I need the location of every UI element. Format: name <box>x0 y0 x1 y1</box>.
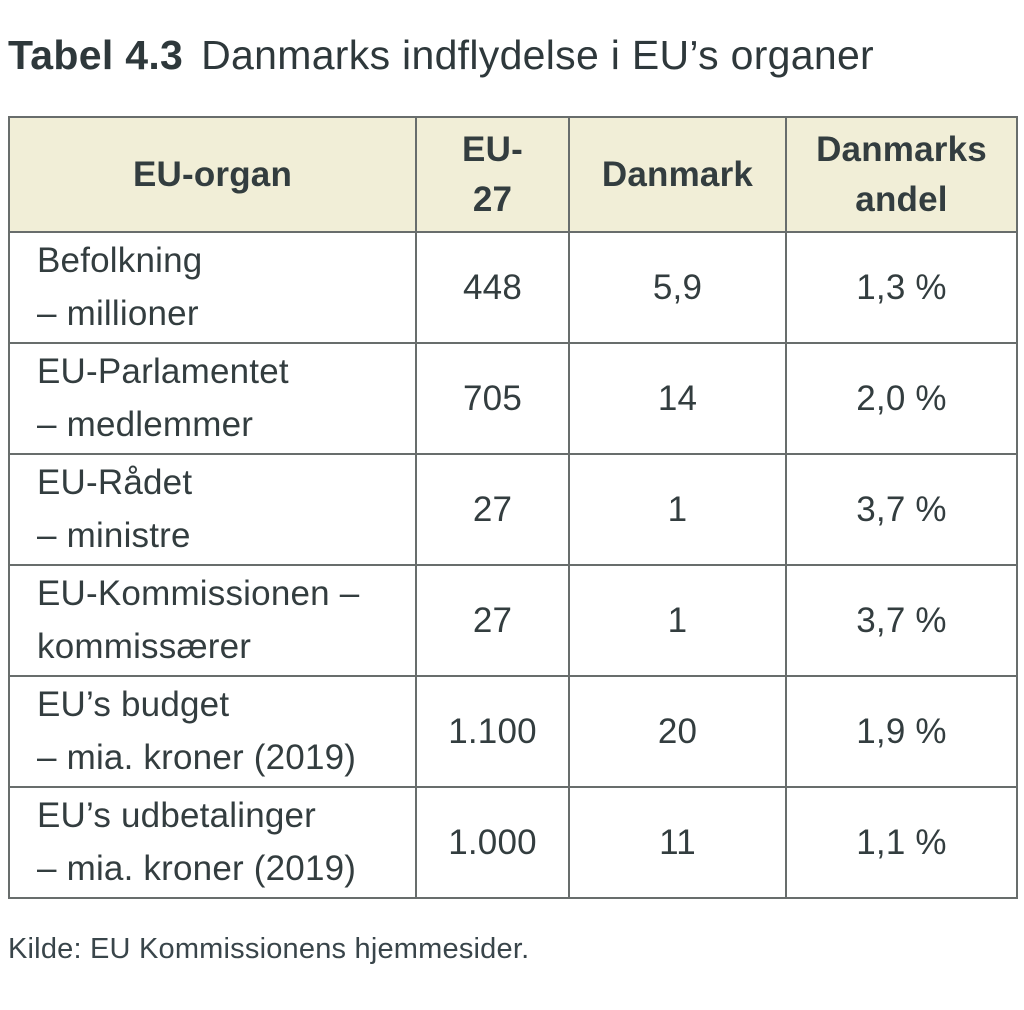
cell-danmark: 14 <box>568 342 787 455</box>
cell-eu27: 448 <box>415 231 570 344</box>
cell-andel: 3,7 % <box>785 453 1018 566</box>
cell-andel: 1,3 % <box>785 231 1018 344</box>
cell-organ: EU-Parlamentet – medlemmer <box>8 342 417 455</box>
table-row: EU’s udbetalinger – mia. kroner (2019) 1… <box>8 786 1018 899</box>
table-number: Tabel 4.3 <box>8 32 184 78</box>
cell-eu27: 705 <box>415 342 570 455</box>
cell-andel: 1,1 % <box>785 786 1018 899</box>
cell-organ: Befolkning – millioner <box>8 231 417 344</box>
cell-organ: EU-Kommissionen – kommissærer <box>8 564 417 677</box>
table-title-text: Danmarks indflydelse i EU’s organer <box>201 32 875 78</box>
cell-andel: 1,9 % <box>785 675 1018 788</box>
table-row: EU-Parlamentet – medlemmer 705 14 2,0 % <box>8 342 1018 455</box>
cell-eu27: 1.100 <box>415 675 570 788</box>
cell-organ: EU-Rådet – ministre <box>8 453 417 566</box>
cell-eu27: 1.000 <box>415 786 570 899</box>
table-row: Befolkning – millioner 448 5,9 1,3 % <box>8 231 1018 344</box>
cell-danmark: 20 <box>568 675 787 788</box>
table-header-row: EU-organ EU- 27 Danmark Danmarks andel <box>8 116 1018 233</box>
cell-danmark: 11 <box>568 786 787 899</box>
cell-organ: EU’s budget – mia. kroner (2019) <box>8 675 417 788</box>
table-row: EU-Rådet – ministre 27 1 3,7 % <box>8 453 1018 566</box>
header-danmarks-andel: Danmarks andel <box>785 116 1018 233</box>
cell-eu27: 27 <box>415 453 570 566</box>
table-row: EU-Kommissionen – kommissærer 27 1 3,7 % <box>8 564 1018 677</box>
cell-organ: EU’s udbetalinger – mia. kroner (2019) <box>8 786 417 899</box>
source-note: Kilde: EU Kommissionens hjemmesider. <box>8 933 530 965</box>
cell-danmark: 1 <box>568 453 787 566</box>
cell-danmark: 1 <box>568 564 787 677</box>
cell-danmark: 5,9 <box>568 231 787 344</box>
cell-andel: 3,7 % <box>785 564 1018 677</box>
header-eu-organ: EU-organ <box>8 116 417 233</box>
cell-andel: 2,0 % <box>785 342 1018 455</box>
header-danmark: Danmark <box>568 116 787 233</box>
cell-eu27: 27 <box>415 564 570 677</box>
table-title: Tabel 4.3 Danmarks indflydelse i EU’s org… <box>8 32 1024 79</box>
eu-influence-table: EU-organ EU- 27 Danmark Danmarks andel B… <box>8 116 1018 899</box>
table-row: EU’s budget – mia. kroner (2019) 1.100 2… <box>8 675 1018 788</box>
header-eu27: EU- 27 <box>415 116 570 233</box>
